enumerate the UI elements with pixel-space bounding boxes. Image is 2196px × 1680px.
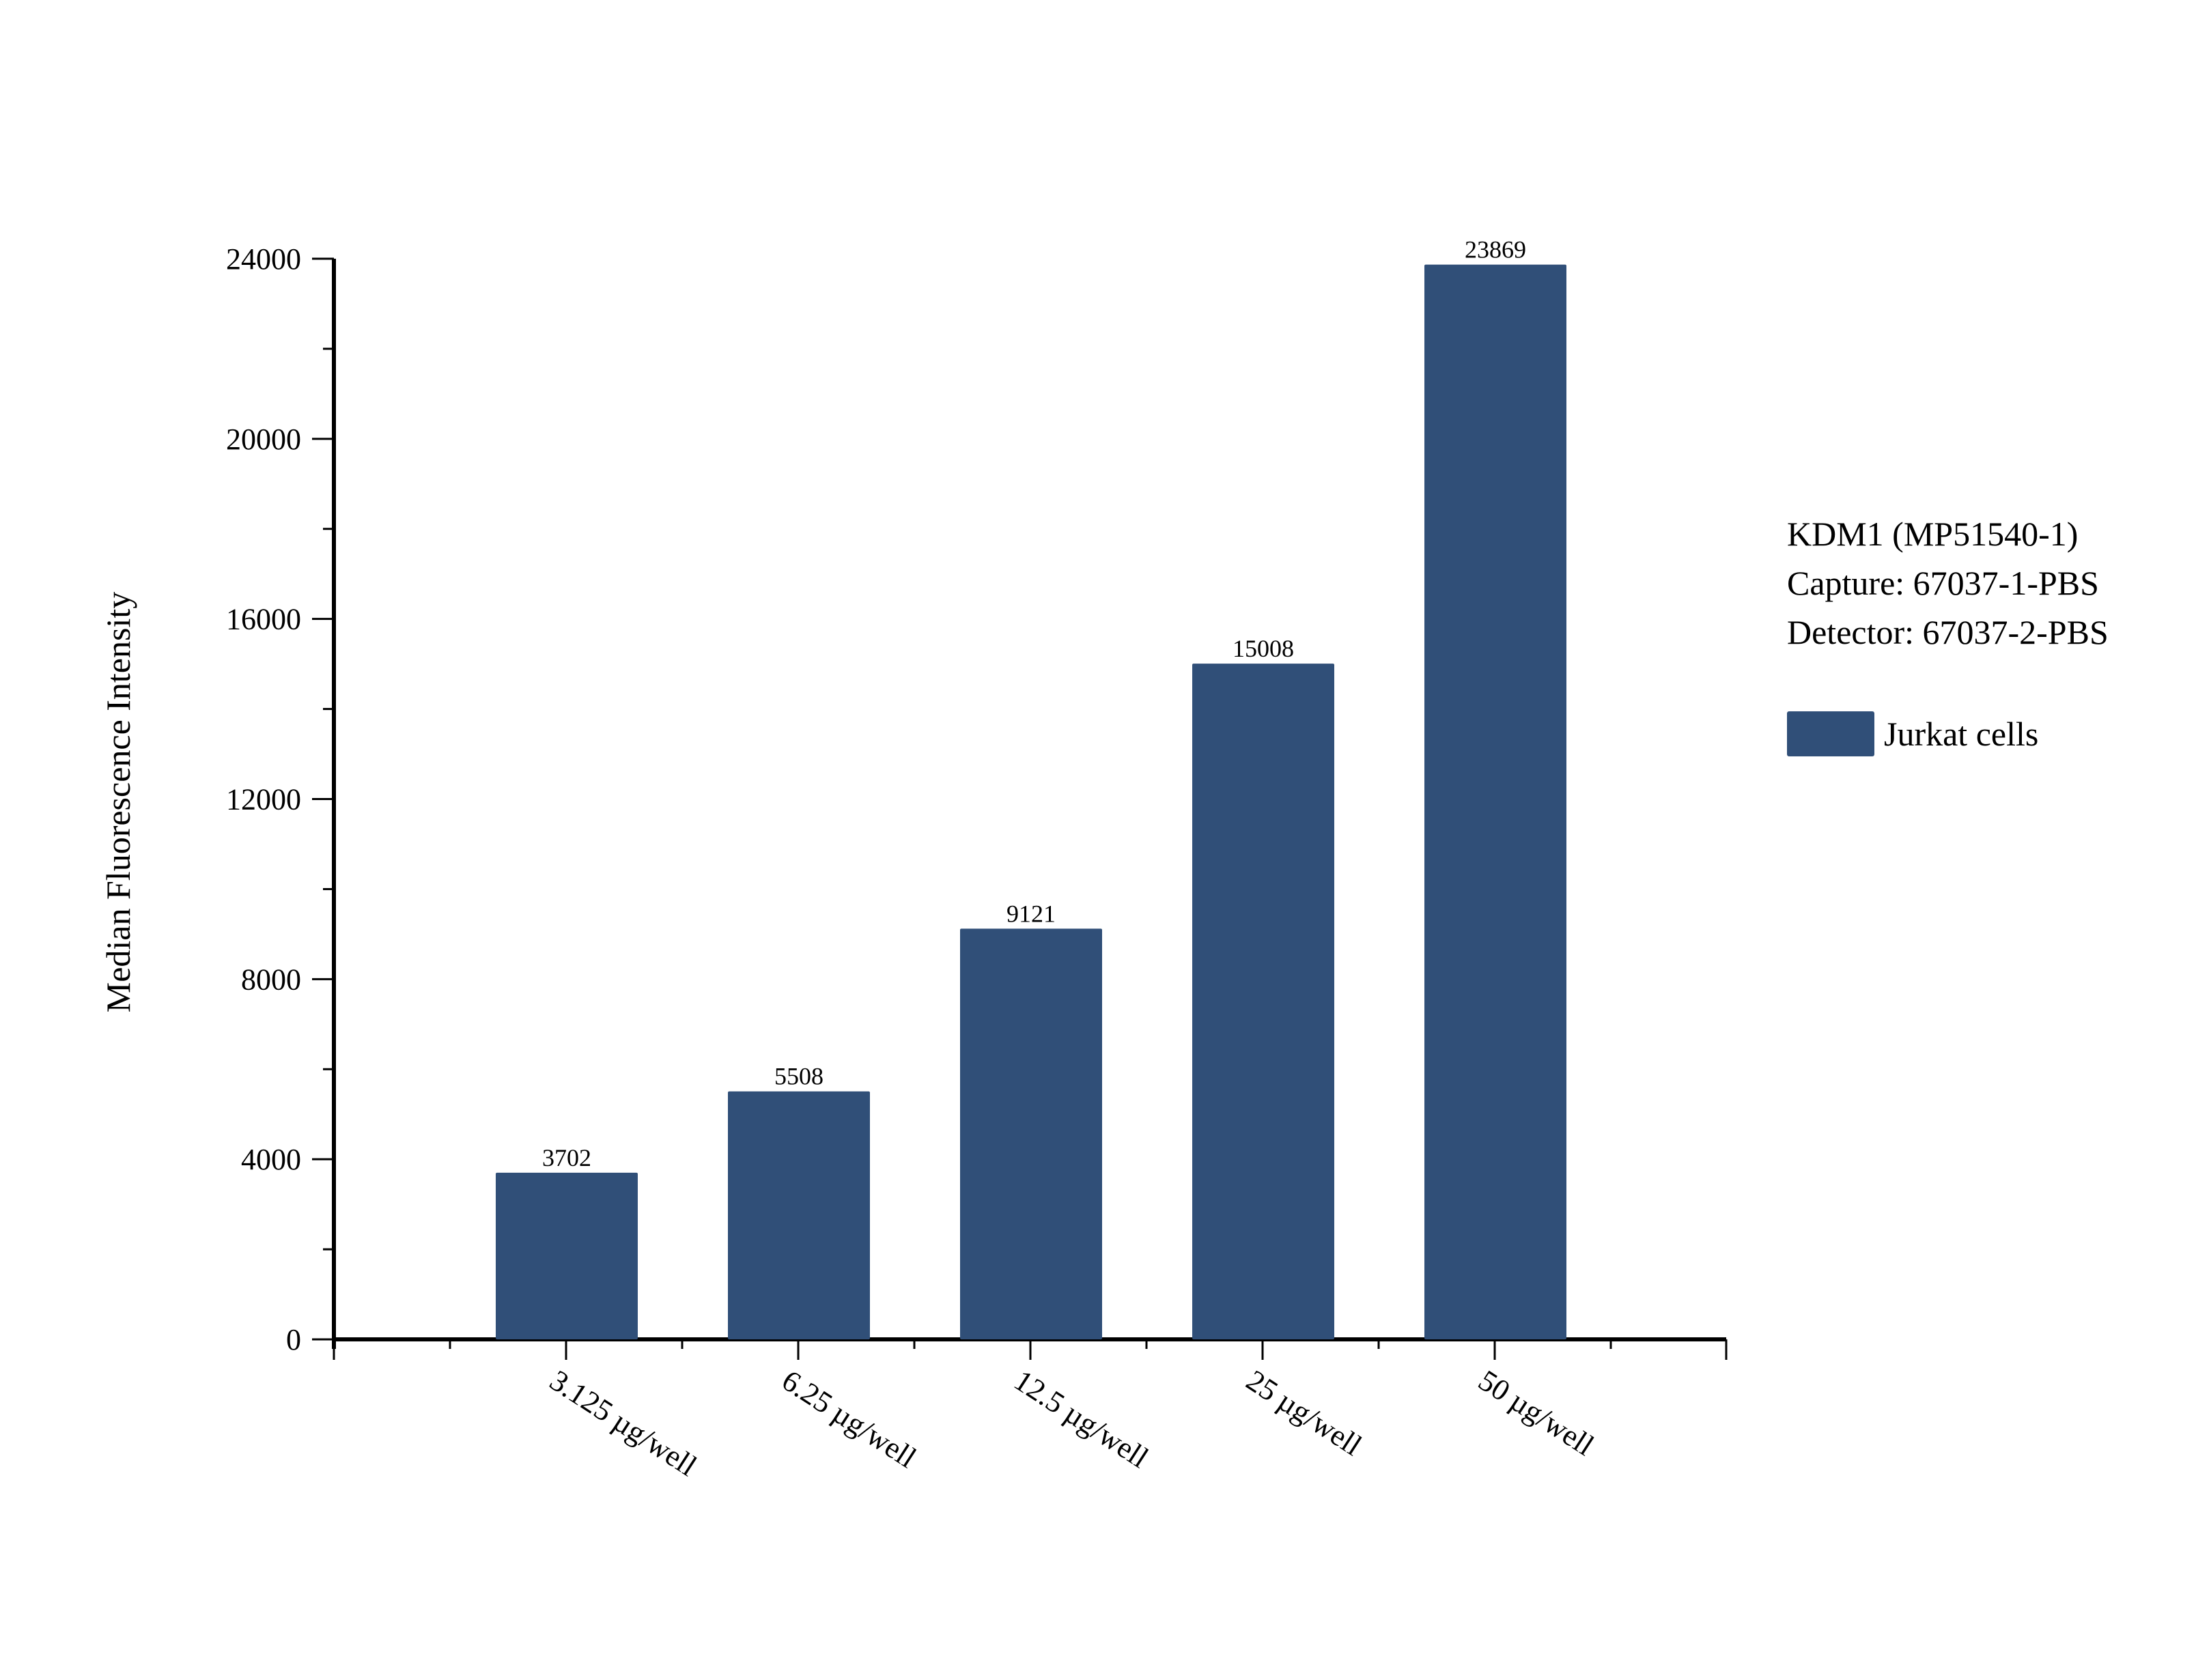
x-axis: 3.125 µg/well 6.25 µg/well 12.5 µg/well 25 … [332,1337,1728,1483]
bar [1192,664,1334,1339]
x-tick-label: 25 µg/well [1241,1363,1368,1462]
bar [728,1091,870,1339]
annotation-capture: Capture: 67037-1-PBS [1787,564,2099,602]
y-tick-label: 20000 [226,423,301,456]
bars [496,264,1566,1340]
svg-text:25 µg/well: 25 µg/well [1241,1363,1368,1462]
bar [1424,264,1566,1340]
y-tick-label: 0 [286,1323,301,1356]
bar-value-label: 3702 [542,1144,591,1171]
svg-text:3.125 µg/well: 3.125 µg/well [544,1363,703,1483]
x-tick-label: 3.125 µg/well [544,1363,703,1483]
y-axis: 0 4000 8000 12000 16000 20000 24000 [226,242,336,1356]
bar-value-label: 5508 [774,1063,824,1090]
legend-label: Jurkat cells [1884,715,2039,753]
legend-item: Jurkat cells [1787,711,2038,756]
y-tick-label: 16000 [226,603,301,636]
bar [496,1172,638,1339]
y-tick-label: 24000 [226,242,301,276]
y-axis-title: Median Fluorescence Intensity [99,592,137,1012]
legend-swatch [1787,711,1874,756]
annotation-detector: Detector: 67037-2-PBS [1787,613,2109,651]
bar-value-label: 15008 [1233,635,1294,662]
bar [960,928,1102,1339]
y-tick-label: 4000 [241,1143,301,1176]
annotation-target: KDM1 (MP51540-1) [1787,515,2079,553]
svg-text:50 µg/well: 50 µg/well [1473,1363,1600,1462]
annotation-block: KDM1 (MP51540-1) Capture: 67037-1-PBS De… [1787,509,2109,657]
x-tick-label: 50 µg/well [1473,1363,1600,1462]
bar-value-label: 23869 [1465,236,1526,264]
svg-text:6.25 µg/well: 6.25 µg/well [776,1363,923,1475]
y-tick-label: 12000 [226,783,301,816]
y-tick-label: 8000 [241,963,301,996]
data-labels: 3702 5508 9121 15008 23869 [542,236,1526,1171]
svg-text:12.5 µg/well: 12.5 µg/well [1009,1363,1155,1475]
x-tick-label: 6.25 µg/well [776,1363,923,1475]
x-tick-label: 12.5 µg/well [1009,1363,1155,1475]
bar-value-label: 9121 [1006,900,1056,927]
